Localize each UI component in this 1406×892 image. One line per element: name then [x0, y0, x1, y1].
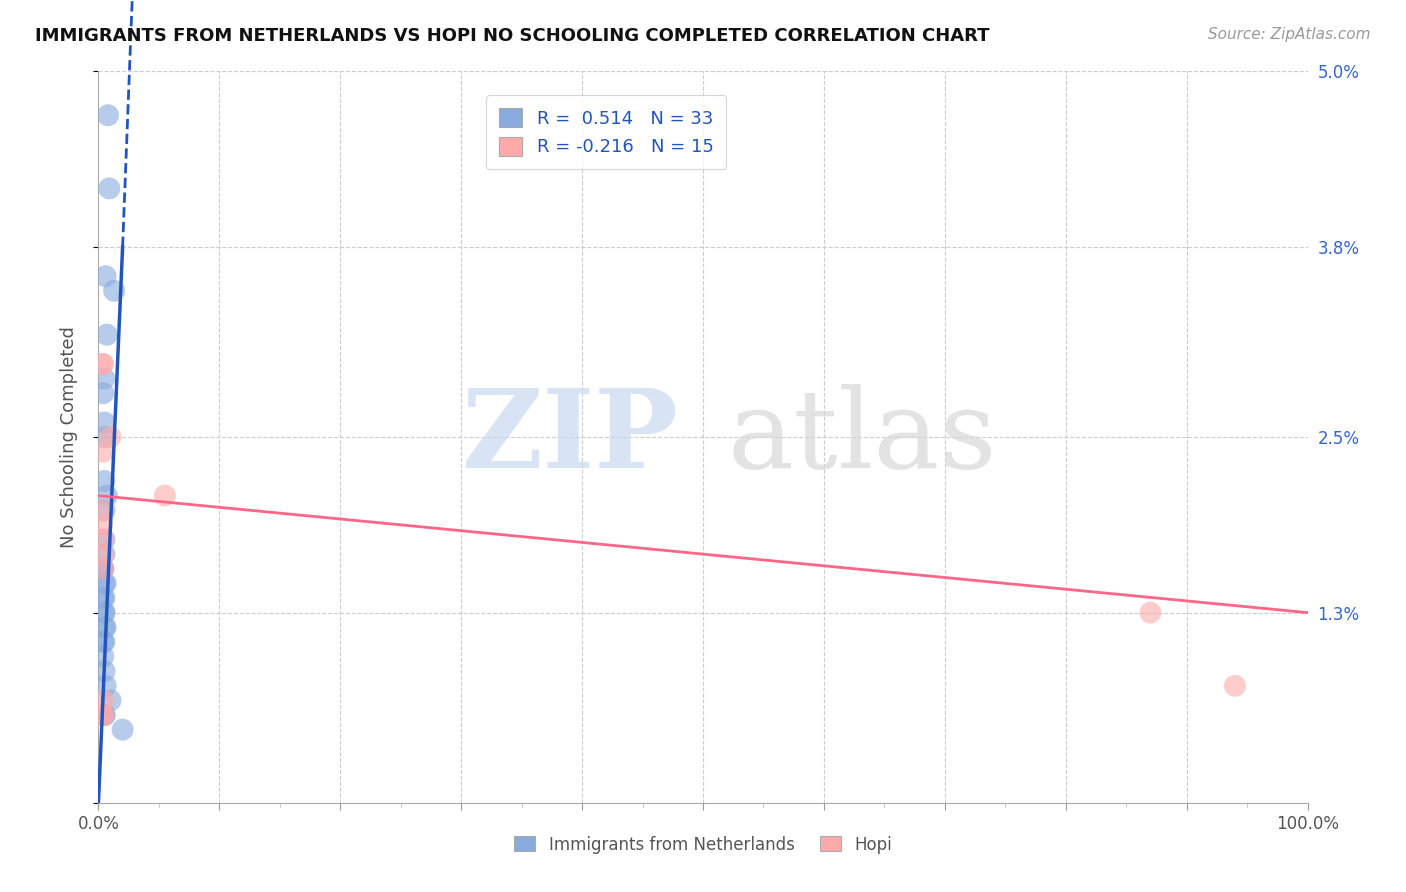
Point: [153, 489, 176, 503]
Point: [91, 635, 114, 649]
Point: [93, 576, 115, 591]
Text: atlas: atlas: [727, 384, 997, 491]
Point: [91, 708, 114, 723]
Point: [98, 181, 121, 195]
Point: [91, 562, 114, 576]
Point: [91, 533, 114, 547]
Point: [93, 474, 115, 488]
Point: [1223, 679, 1246, 693]
Point: [91, 386, 114, 401]
Y-axis label: No Schooling Completed: No Schooling Completed: [59, 326, 77, 548]
Point: [91, 708, 114, 723]
Point: [93, 416, 115, 430]
Point: [91, 562, 114, 576]
Point: [91, 517, 114, 532]
Point: [1139, 606, 1161, 620]
Text: IMMIGRANTS FROM NETHERLANDS VS HOPI NO SCHOOLING COMPLETED CORRELATION CHART: IMMIGRANTS FROM NETHERLANDS VS HOPI NO S…: [35, 27, 990, 45]
Point: [103, 284, 125, 298]
Point: [93, 533, 115, 547]
Point: [91, 562, 114, 576]
Point: [93, 606, 115, 620]
Point: [93, 635, 115, 649]
Point: [93, 708, 115, 723]
Point: [94, 576, 117, 591]
Point: [93, 503, 115, 517]
Point: [93, 606, 115, 620]
Point: [91, 649, 114, 664]
Point: [93, 371, 115, 385]
Legend: Immigrants from Netherlands, Hopi: Immigrants from Netherlands, Hopi: [508, 829, 898, 860]
Point: [94, 679, 117, 693]
Point: [93, 430, 115, 444]
Point: [91, 591, 114, 605]
Point: [93, 708, 115, 723]
Text: Source: ZipAtlas.com: Source: ZipAtlas.com: [1208, 27, 1371, 42]
Point: [93, 591, 115, 605]
Point: [91, 693, 114, 707]
Point: [100, 693, 122, 707]
Point: [97, 108, 120, 122]
Point: [91, 547, 114, 561]
Point: [100, 430, 122, 444]
Point: [93, 664, 115, 678]
Point: [94, 269, 117, 284]
Point: [91, 357, 114, 371]
Point: [96, 489, 118, 503]
Point: [91, 444, 114, 458]
Point: [91, 357, 114, 371]
Point: [96, 327, 118, 342]
Point: [91, 503, 114, 517]
Point: [94, 620, 117, 634]
Point: [93, 620, 115, 634]
Text: ZIP: ZIP: [463, 384, 679, 491]
Point: [111, 723, 134, 737]
Point: [93, 547, 115, 561]
